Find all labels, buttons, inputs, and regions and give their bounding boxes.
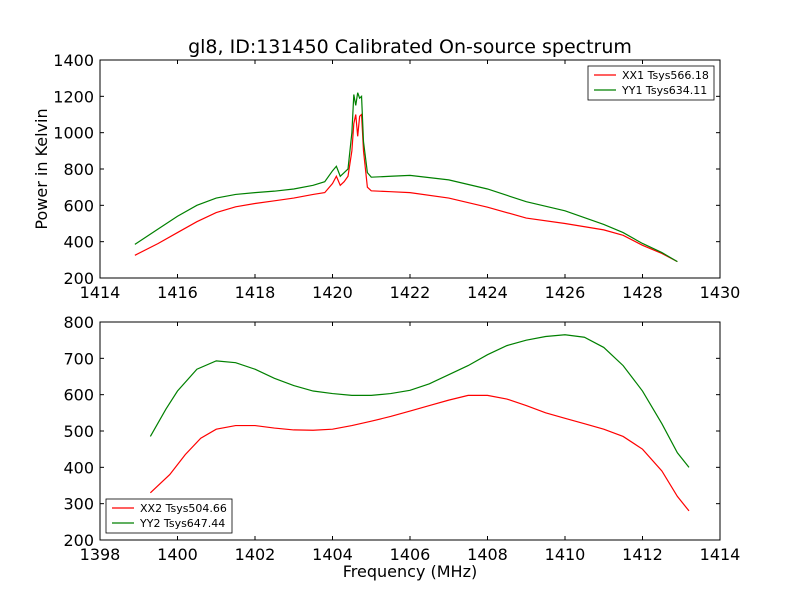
x-tick-label: 1410	[545, 545, 586, 564]
chart-title: gl8, ID:131450 Calibrated On-source spec…	[188, 36, 632, 58]
y-tick-label: 600	[63, 196, 94, 215]
x-tick-label: 1408	[467, 545, 508, 564]
x-tick-label: 1412	[622, 545, 663, 564]
y-tick-label: 600	[63, 386, 94, 405]
panel-2: 1398 1400 1402 1404 1406 1408 1410 1412 1414 200 3…	[63, 313, 740, 581]
x-tick-label: 1402	[235, 545, 276, 564]
y-tick-label: 1400	[53, 51, 94, 70]
x-tick-label: 1420	[312, 283, 353, 302]
series-line-yy1	[134, 92, 678, 263]
legend-label: YY1 Tsys634.11	[621, 84, 707, 97]
y-tick-label: 400	[63, 458, 94, 477]
x-tick-label: 1428	[622, 283, 663, 302]
y-tick-label: 1200	[53, 87, 94, 106]
series-line-xx2	[149, 394, 690, 512]
legend: XX1 Tsys566.18 YY1 Tsys634.11	[587, 65, 715, 101]
y-tick-label: 300	[63, 495, 94, 514]
y-tick-label: 400	[63, 233, 94, 252]
x-tick-label: 1426	[545, 283, 586, 302]
y-tick-label: 200	[63, 531, 94, 550]
legend-label: XX2 Tsys504.66	[140, 502, 227, 515]
legend-box	[105, 498, 233, 534]
x-tick-label: 1400	[157, 545, 198, 564]
x-tick-label: 1404	[312, 545, 353, 564]
panel-1: 1414 1416 1418 1420 1422 1424 1426 1428 1430 200 4…	[32, 51, 740, 302]
x-tick-label: 1416	[157, 283, 198, 302]
x-tick-label: 1422	[390, 283, 431, 302]
legend-label: XX1 Tsys566.18	[622, 69, 709, 82]
legend: XX2 Tsys504.66 YY2 Tsys647.44	[105, 498, 233, 534]
y-tick-label: 800	[63, 160, 94, 179]
y-tick-label: 1000	[53, 124, 94, 143]
y-tick-label: 800	[63, 313, 94, 332]
x-tick-label: 1406	[390, 545, 431, 564]
x-tick-label: 1418	[235, 283, 276, 302]
series-line-xx1	[134, 113, 678, 263]
y-tick-label: 500	[63, 422, 94, 441]
y-tick-label: 200	[63, 269, 94, 288]
y-tick-label: 700	[63, 349, 94, 368]
x-tick-label: 1398	[80, 545, 121, 564]
series-line-yy2	[149, 334, 690, 468]
x-axis-label: Frequency (MHz)	[343, 562, 477, 581]
x-tick-label: 1414	[80, 283, 121, 302]
plot-panels: 1414 1416 1418 1420 1422 1424 1426 1428 1430 200 4…	[32, 51, 740, 581]
x-tick-label: 1414	[700, 545, 741, 564]
x-tick-label: 1424	[467, 283, 508, 302]
x-tick-label: 1430	[700, 283, 741, 302]
legend-label: YY2 Tsys647.44	[139, 517, 225, 530]
y-axis-label: Power in Kelvin	[32, 108, 51, 229]
legend-box	[587, 65, 715, 101]
